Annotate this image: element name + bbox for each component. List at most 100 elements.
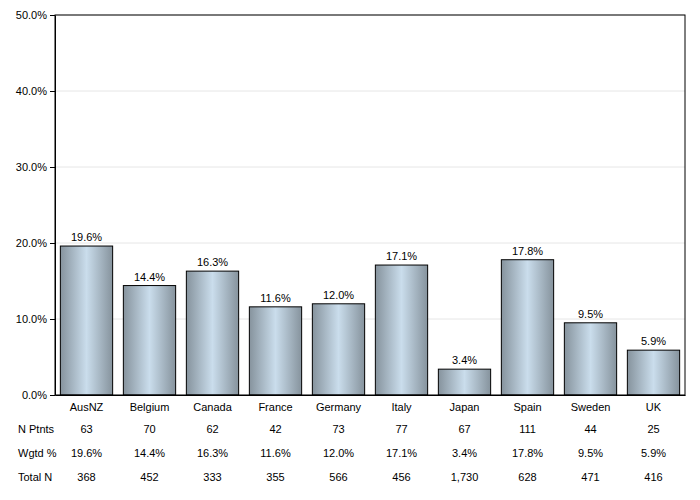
data-label: 16.3% bbox=[197, 256, 228, 268]
chart: 19.6% 14.4% 16.3% 11.6% 12.0% 17.1% 3.4% 17.8% 9… bbox=[0, 0, 700, 500]
y-tick-mark bbox=[50, 91, 55, 92]
x-tick-label: Spain bbox=[513, 401, 541, 413]
data-label: 11.6% bbox=[260, 292, 291, 304]
x-tick: Spain bbox=[513, 395, 541, 413]
plot: 19.6% 14.4% 16.3% 11.6% 12.0% 17.1% 3.4% 17.8% 9… bbox=[16, 9, 686, 413]
table-cell: 63 bbox=[80, 423, 92, 435]
data-label: 3.4% bbox=[452, 354, 477, 366]
data-labels: 19.6% 14.4% 16.3% 11.6% 12.0% 17.1% 3.4% 17.8% 9… bbox=[71, 231, 666, 366]
data-label: 17.1% bbox=[386, 250, 417, 262]
grid-line bbox=[55, 243, 685, 244]
y-axis: 0.0% 10.0% 20.0% 30.0% 40.0% 50.0% bbox=[16, 9, 56, 401]
table-cell: 67 bbox=[458, 423, 470, 435]
x-tick: Belgium bbox=[130, 395, 170, 413]
x-tick-label: UK bbox=[646, 401, 662, 413]
table-cell: 1,730 bbox=[451, 471, 479, 483]
grid bbox=[55, 15, 685, 395]
x-tick: Japan bbox=[450, 395, 480, 413]
y-tick-mark bbox=[50, 319, 55, 320]
data-label: 17.8% bbox=[512, 245, 543, 257]
table-cell: 19.6% bbox=[71, 447, 102, 459]
bar bbox=[123, 286, 175, 395]
x-tick: France bbox=[258, 395, 292, 413]
y-tick-label: 30.0% bbox=[16, 161, 47, 173]
y-tick: 50.0% bbox=[16, 9, 55, 21]
x-tick: AusNZ bbox=[70, 395, 104, 413]
bar bbox=[186, 271, 238, 395]
y-tick-label: 20.0% bbox=[16, 237, 47, 249]
x-tick-label: France bbox=[258, 401, 292, 413]
bar bbox=[627, 350, 679, 395]
table-row-label: Wgtd % bbox=[18, 447, 57, 459]
x-tick: Sweden bbox=[571, 395, 611, 413]
table-cell: 628 bbox=[518, 471, 536, 483]
y-tick-label: 50.0% bbox=[16, 9, 47, 21]
table-cell: 355 bbox=[266, 471, 284, 483]
y-tick-label: 10.0% bbox=[16, 313, 47, 325]
table-cell: 9.5% bbox=[578, 447, 603, 459]
x-tick-label: AusNZ bbox=[70, 401, 104, 413]
grid-line bbox=[55, 91, 685, 92]
table-cell: 70 bbox=[143, 423, 155, 435]
x-tick: Canada bbox=[193, 395, 232, 413]
x-tick-label: Italy bbox=[391, 401, 412, 413]
y-tick: 30.0% bbox=[16, 161, 55, 173]
plot-frame bbox=[55, 15, 685, 395]
y-tick: 10.0% bbox=[16, 313, 55, 325]
table-cell: 17.8% bbox=[512, 447, 543, 459]
bar bbox=[501, 260, 553, 395]
table-row-label: Total N bbox=[18, 471, 52, 483]
y-tick-mark bbox=[50, 395, 55, 396]
table-cell: 5.9% bbox=[641, 447, 666, 459]
table-cell: 44 bbox=[584, 423, 596, 435]
bars bbox=[60, 246, 679, 395]
data-label: 5.9% bbox=[641, 335, 666, 347]
data-label: 14.4% bbox=[134, 271, 165, 283]
grid-line bbox=[55, 167, 685, 168]
x-tick: UK bbox=[646, 395, 662, 413]
x-tick-label: Germany bbox=[316, 401, 362, 413]
bar bbox=[564, 323, 616, 395]
table-cell: 452 bbox=[140, 471, 158, 483]
x-tick-label: Sweden bbox=[571, 401, 611, 413]
bar bbox=[60, 246, 112, 395]
table-cell: 73 bbox=[332, 423, 344, 435]
table-cell: 416 bbox=[644, 471, 662, 483]
bar bbox=[312, 304, 364, 395]
y-tick-mark bbox=[50, 167, 55, 168]
x-axis: AusNZ Belgium Canada France Germany Italy Japa… bbox=[56, 395, 686, 413]
data-label: 19.6% bbox=[71, 231, 102, 243]
y-tick-label: 0.0% bbox=[22, 389, 47, 401]
y-tick: 20.0% bbox=[16, 237, 55, 249]
table: N Ptnts 63 70 62 42 73 77 67 111 44 25 Wgtd % 19.6% 1… bbox=[18, 423, 666, 483]
table-cell: 17.1% bbox=[386, 447, 417, 459]
table-cell: 14.4% bbox=[134, 447, 165, 459]
x-tick-label: Canada bbox=[193, 401, 232, 413]
table-cell: 42 bbox=[269, 423, 281, 435]
x-tick-label: Belgium bbox=[130, 401, 170, 413]
table-cell: 12.0% bbox=[323, 447, 354, 459]
table-cell: 62 bbox=[206, 423, 218, 435]
table-cell: 77 bbox=[395, 423, 407, 435]
y-tick: 40.0% bbox=[16, 85, 55, 97]
table-cell: 456 bbox=[392, 471, 410, 483]
table-cell: 111 bbox=[519, 423, 536, 435]
data-label: 12.0% bbox=[323, 289, 354, 301]
table-row-label: N Ptnts bbox=[18, 423, 55, 435]
table-cell: 3.4% bbox=[452, 447, 477, 459]
data-label: 9.5% bbox=[578, 308, 603, 320]
bar bbox=[438, 369, 490, 395]
y-tick-label: 40.0% bbox=[16, 85, 47, 97]
x-tick: Italy bbox=[391, 395, 412, 413]
table-cell: 11.6% bbox=[260, 447, 291, 459]
y-tick-mark bbox=[50, 243, 55, 244]
table-cell: 25 bbox=[647, 423, 659, 435]
y-tick-mark bbox=[50, 15, 55, 16]
table-cell: 566 bbox=[329, 471, 347, 483]
x-tick-label: Japan bbox=[450, 401, 480, 413]
y-tick: 0.0% bbox=[22, 389, 55, 401]
bar bbox=[375, 265, 427, 395]
table-cell: 16.3% bbox=[197, 447, 228, 459]
table-cell: 333 bbox=[203, 471, 221, 483]
x-tick: Germany bbox=[316, 395, 362, 413]
